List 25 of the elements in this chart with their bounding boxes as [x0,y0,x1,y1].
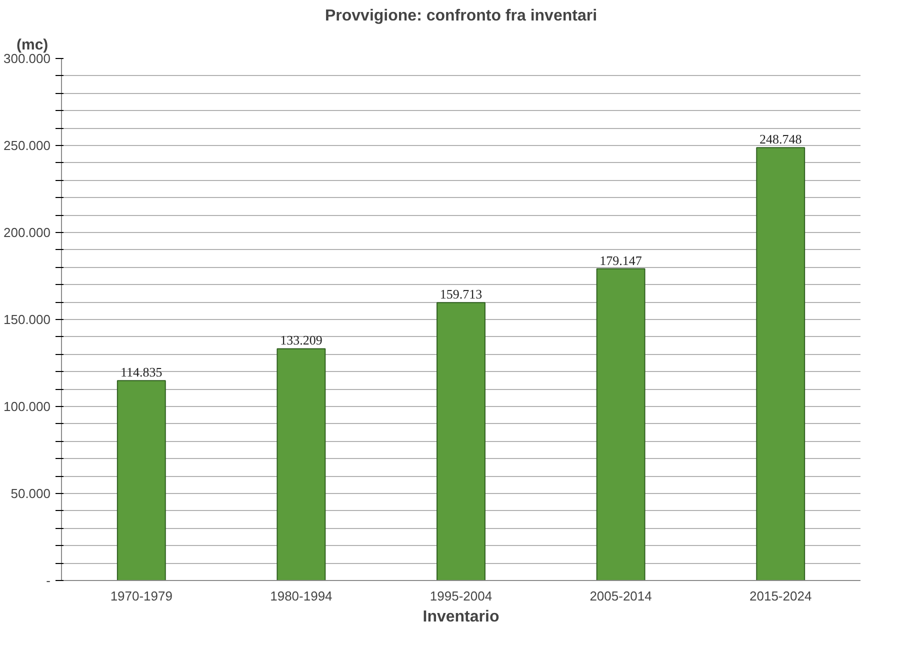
bar [756,147,806,580]
data-label: 248.748 [759,132,802,147]
bar [116,380,166,580]
y-tick-label: 50.000 [10,486,51,501]
chart-title: Provvigione: confronto fra inventari [324,8,598,24]
y-axis-title: (mc) [16,36,48,54]
x-tick-label: 2005-2014 [590,588,652,604]
y-tick-label: - [46,573,51,588]
x-tick-label: 1980-1994 [270,588,332,604]
data-label: 133.209 [280,332,322,348]
bar [596,268,646,580]
data-label: 159.713 [440,286,482,302]
y-tick-label: 200.000 [4,225,51,240]
x-tick-label: 2015-2024 [750,588,812,604]
y-tick-label: 250.000 [4,138,51,153]
data-label: 114.835 [120,364,162,380]
bar [436,302,486,580]
y-tick-label: 100.000 [4,399,51,414]
y-tick-label: 300.000 [4,51,51,66]
bar [276,348,326,580]
x-tick-label: 1970-1979 [110,588,172,604]
y-tick-label: 150.000 [4,312,51,327]
x-tick-label: 1995-2004 [430,588,492,604]
x-axis-title: Inventario [422,608,500,626]
data-label: 179.147 [600,252,642,268]
